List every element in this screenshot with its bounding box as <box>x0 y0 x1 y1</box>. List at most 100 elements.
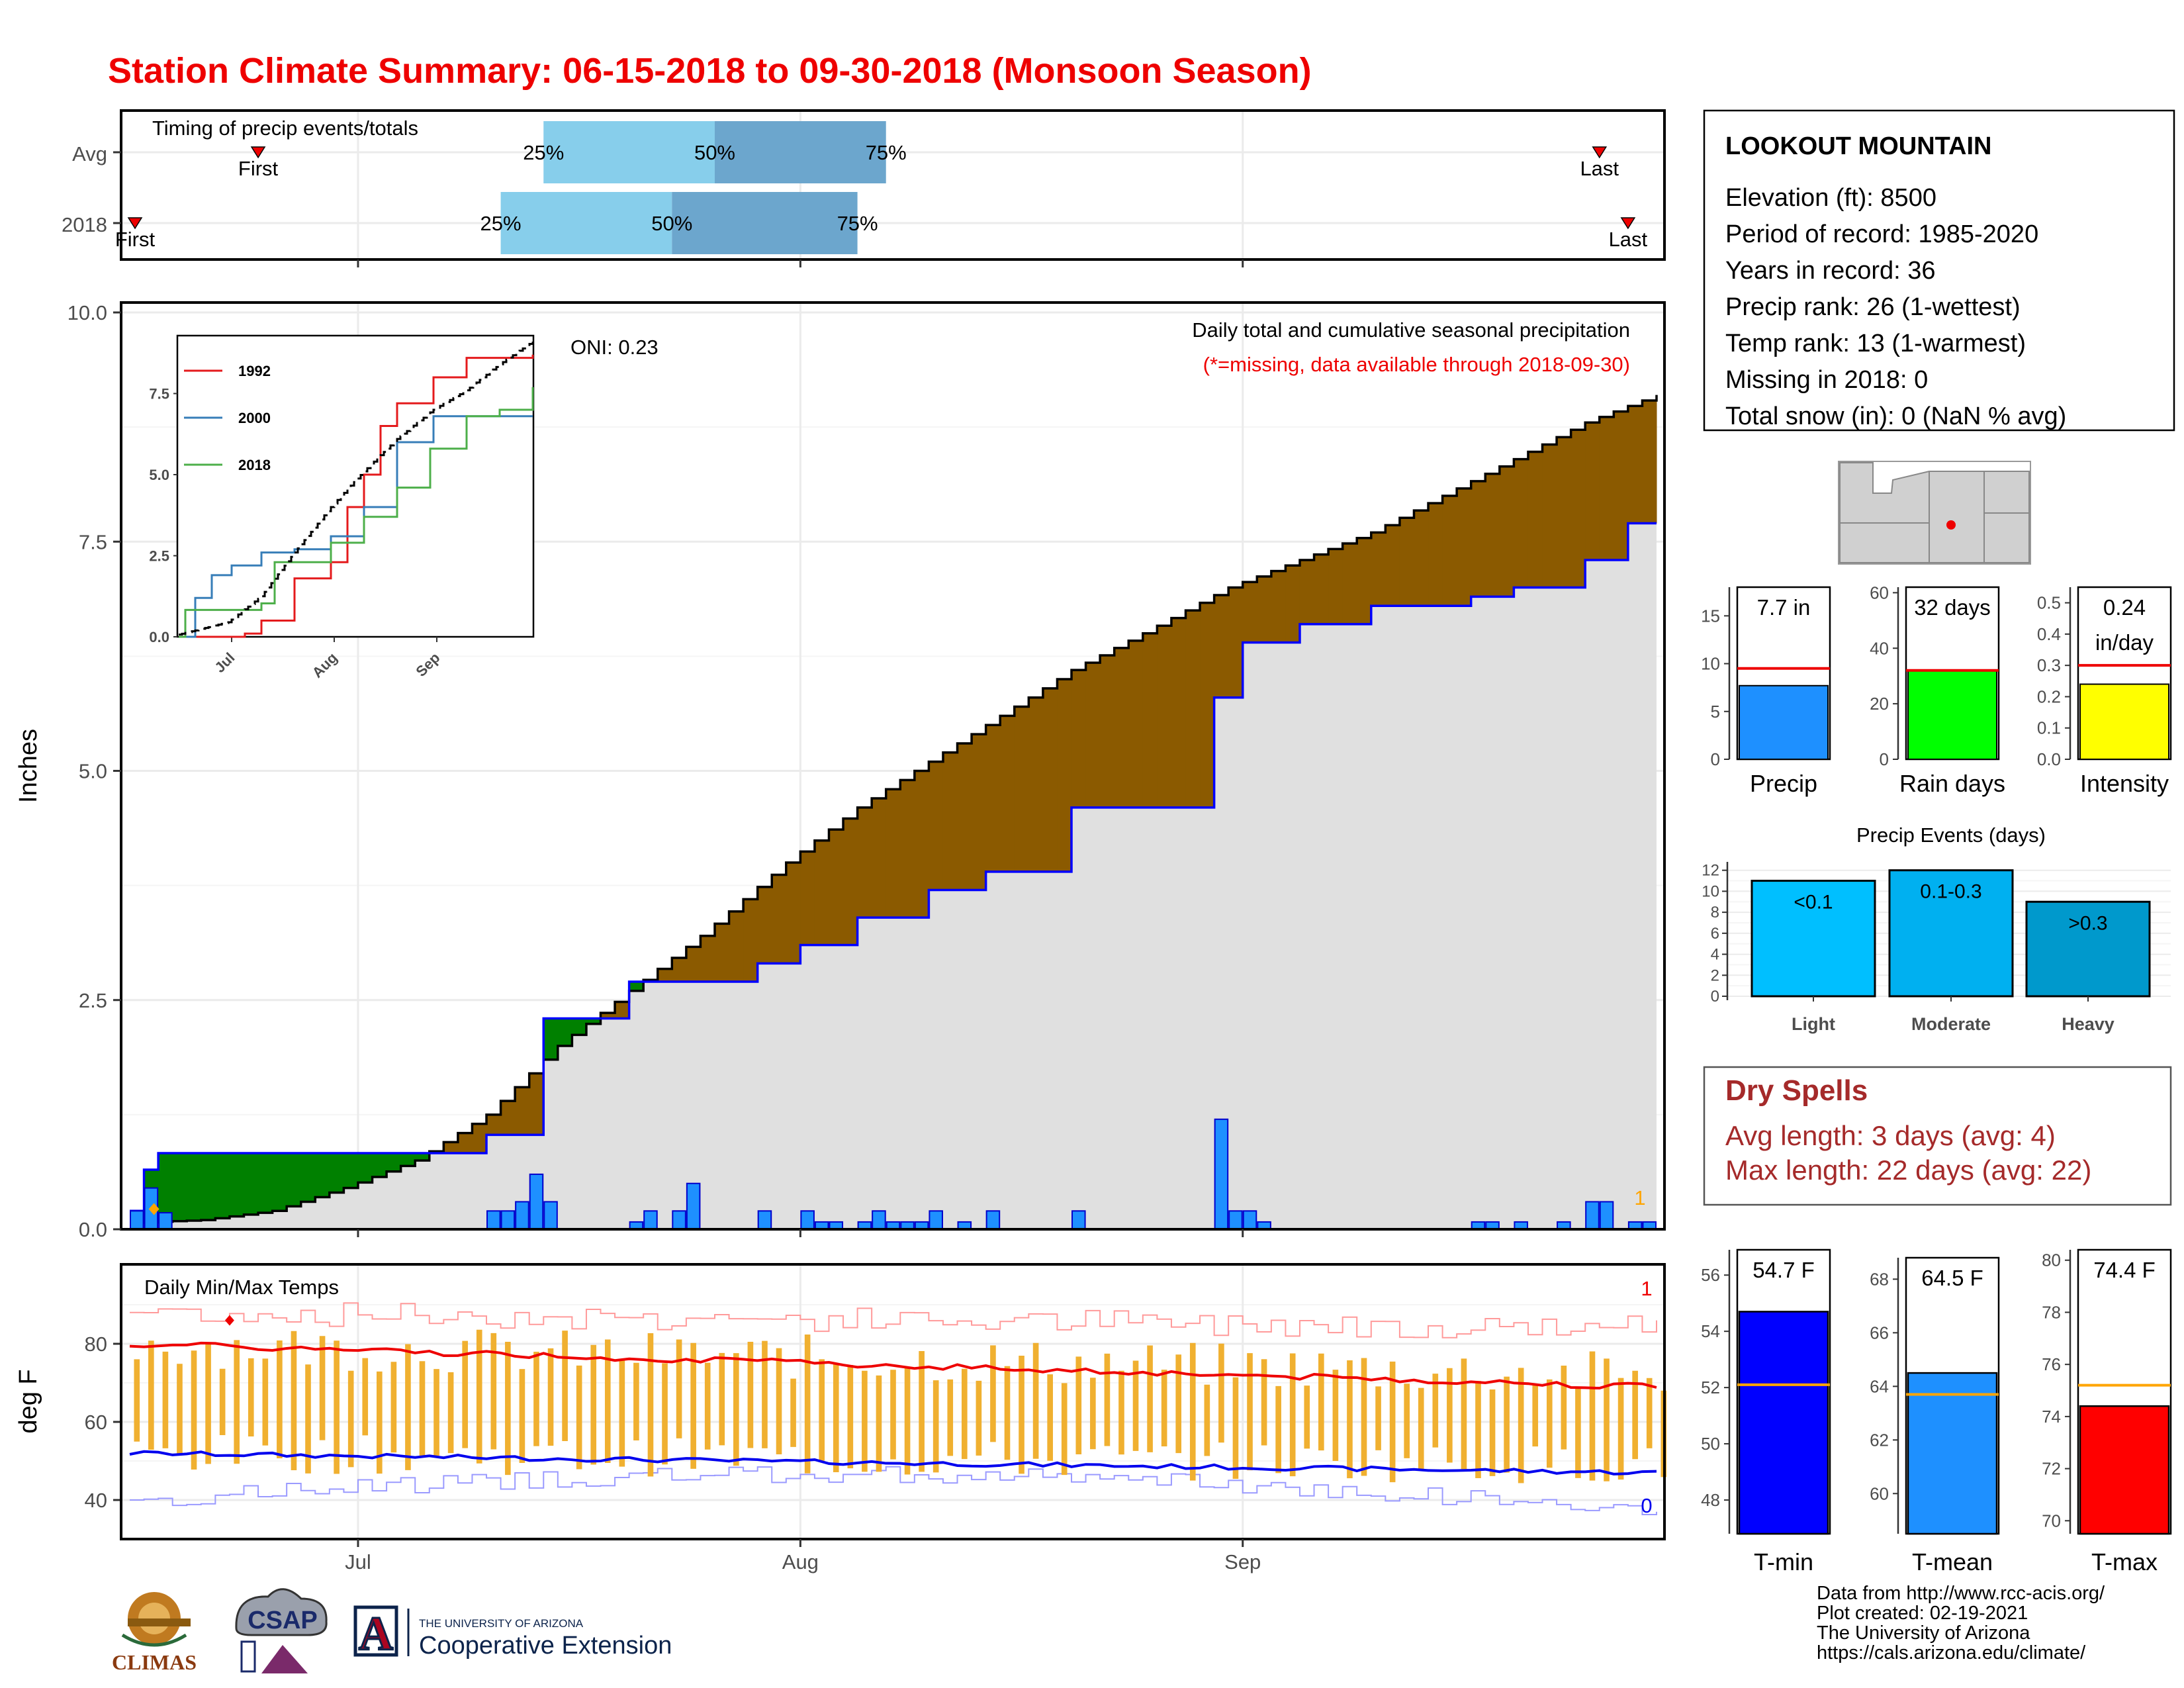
below-average-deficit <box>1071 670 1087 808</box>
daily-precip-bar <box>1228 1210 1243 1231</box>
temp-summary-label: T-mean <box>1912 1548 1993 1575</box>
above-average-surplus <box>400 1153 416 1166</box>
daily-precip-bar <box>1599 1201 1614 1230</box>
summary-y-tick-label: 15 <box>1701 606 1720 626</box>
below-average-deficit <box>1642 400 1657 524</box>
normal-max-line <box>129 1341 1657 1390</box>
daily-precip-bar <box>929 1210 943 1231</box>
ua-logo-letter: A <box>359 1607 393 1660</box>
dry-spells-avg: Avg length: 3 days (avg: 4) <box>1725 1120 2056 1151</box>
events-y-tick-label: 12 <box>1702 862 1719 880</box>
precip-ylabel: Inches <box>15 729 42 803</box>
temp-count-high: 1 <box>1641 1277 1652 1300</box>
precip-corner-count: 1 <box>1634 1186 1645 1209</box>
timing-bar-q1 <box>500 192 672 254</box>
temp-summary-bar <box>1907 1372 1998 1535</box>
summary-y-tick-label: 10 <box>1701 654 1720 674</box>
temp-summary-y-tick-label: 72 <box>2042 1459 2061 1479</box>
temp-summary-y-tick-label: 48 <box>1701 1490 1720 1510</box>
daily-precip-bar <box>872 1210 886 1231</box>
below-average-deficit <box>743 899 758 982</box>
daily-precip-bar <box>130 1210 144 1231</box>
below-average-deficit <box>1128 640 1144 808</box>
temp-summary-y-tick-label: 54 <box>1701 1321 1720 1341</box>
temp-summary-y-tick-label: 66 <box>1870 1323 1889 1342</box>
daily-precip-bar <box>686 1182 701 1230</box>
summary-value: 0.24 <box>2103 595 2146 620</box>
below-average-deficit <box>714 923 730 982</box>
events-category-label: Heavy <box>2062 1014 2115 1034</box>
daily-precip-bar <box>486 1210 501 1231</box>
timing-bar-q2 <box>714 121 886 183</box>
cumulative-2018-area <box>130 523 1657 1229</box>
below-average-deficit <box>772 874 787 964</box>
dry-spells-max: Max length: 22 days (avg: 22) <box>1725 1154 2091 1186</box>
below-average-deficit <box>1585 422 1600 560</box>
temp-count-low: 0 <box>1641 1494 1652 1517</box>
station-line: Temp rank: 13 (1-warmest) <box>1725 330 2026 357</box>
events-bin-label: 0.1-0.3 <box>1920 881 1981 903</box>
daily-precip-bar <box>500 1210 516 1231</box>
below-average-deficit <box>1485 473 1500 597</box>
below-average-deficit <box>600 1013 615 1019</box>
inset-legend-label: 2000 <box>238 410 271 426</box>
above-average-surplus <box>172 1153 187 1221</box>
precip-panel: 0.02.55.07.510.0 Inches Daily total and … <box>15 301 1666 1241</box>
timing-marker-first <box>127 217 143 230</box>
events-bin-label: >0.3 <box>2068 912 2107 934</box>
precip-y-tick-label: 5.0 <box>79 760 107 783</box>
inset-y-tick-label: 0.0 <box>149 629 169 645</box>
temp-summary-label: T-max <box>2091 1548 2158 1575</box>
footer-line: Plot created: 02-19-2021 <box>1817 1603 2028 1624</box>
inset-series-2018 <box>179 387 534 638</box>
below-average-deficit <box>1557 437 1572 588</box>
below-average-deficit <box>900 780 915 918</box>
below-average-deficit <box>1499 466 1514 597</box>
below-average-deficit <box>1371 532 1386 606</box>
summary-bars: 0 5 10 15 7.7 in Precip 0 20 40 60 32 days Rain day… <box>1701 583 2172 797</box>
events-y-tick-label: 4 <box>1711 946 1719 964</box>
below-average-deficit <box>1185 610 1201 808</box>
x-tick-label: Jul <box>345 1550 371 1573</box>
below-average-deficit <box>1214 595 1229 698</box>
footer-line: https://cals.arizona.edu/climate/ <box>1817 1642 2086 1664</box>
precip-note-2: (*=missing, data available through 2018-… <box>1203 353 1630 376</box>
above-average-surplus <box>543 1018 559 1060</box>
below-average-deficit <box>972 734 987 890</box>
csap-logo: CSAP <box>235 1588 328 1673</box>
below-average-deficit <box>700 935 715 982</box>
precip-y-tick-label: 0.0 <box>79 1218 107 1241</box>
below-average-deficit <box>1614 411 1629 560</box>
temp-summary-bar <box>2079 1405 2170 1535</box>
station-line: Elevation (ft): 8500 <box>1725 184 1936 212</box>
summary-y-tick-label: 20 <box>1870 694 1889 714</box>
temp-summary-bar <box>1738 1311 1829 1535</box>
temp-summary-y-tick-label: 50 <box>1701 1434 1720 1454</box>
station-name: LOOKOUT MOUNTAIN <box>1725 132 1991 160</box>
temp-panel: 40 60 80 Daily Min/Max Temps deg F 1 0 <box>15 1263 1667 1540</box>
below-average-deficit <box>1357 538 1372 624</box>
timing-label-50: 50% <box>651 212 692 235</box>
timing-panel: 25% 50% 75% First Last 25% 50% 75% First Last Tim… <box>62 109 1666 267</box>
climas-logo: CLIMAS <box>112 1592 197 1674</box>
summary-y-tick-label: 0.2 <box>2037 686 2061 706</box>
events-y-tick-label: 0 <box>1711 988 1719 1006</box>
station-line: Missing in 2018: 0 <box>1725 366 1928 394</box>
below-average-deficit <box>1471 481 1486 597</box>
temp-summary-value: 74.4 F <box>2093 1258 2156 1282</box>
daily-precip-bar <box>643 1210 658 1231</box>
below-average-deficit <box>1100 655 1115 808</box>
temp-summary-value: 54.7 F <box>1752 1258 1815 1282</box>
timing-label-25: 25% <box>523 141 564 164</box>
below-average-deficit <box>914 771 929 918</box>
station-line: Total snow (in): 0 (NaN % avg) <box>1725 402 2066 430</box>
below-average-deficit <box>500 1101 516 1135</box>
below-average-deficit <box>814 840 829 945</box>
daily-precip-bar <box>985 1210 1001 1231</box>
timing-label-first: First <box>238 157 279 180</box>
below-average-deficit <box>686 947 701 982</box>
record-low-line <box>130 1466 1657 1516</box>
temp-summary-y-tick-label: 62 <box>1870 1430 1889 1450</box>
timing-label-50: 50% <box>694 141 735 164</box>
